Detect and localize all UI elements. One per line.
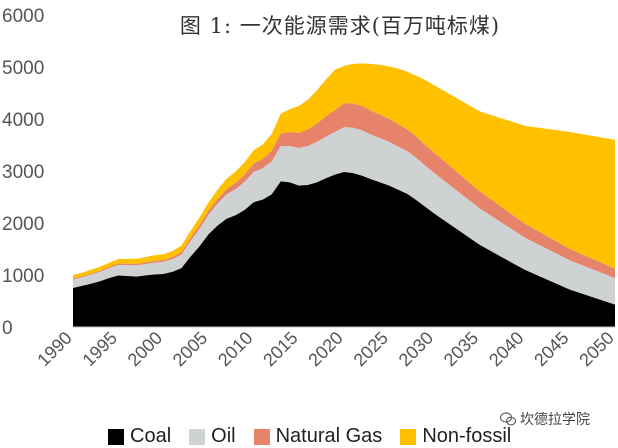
x-tick-label: 1995 <box>79 328 121 370</box>
x-tick-label: 2005 <box>169 328 211 370</box>
x-tick-label: 2010 <box>214 328 256 370</box>
legend-label-natural-gas: Natural Gas <box>275 425 383 447</box>
x-tick-label: 2035 <box>440 328 482 370</box>
legend-item-coal: Coal <box>108 425 171 448</box>
x-tick-label: 2030 <box>395 328 437 370</box>
area-oil <box>73 127 615 305</box>
legend-item-natural-gas: Natural Gas <box>253 425 383 448</box>
legend-item-non-fossil: Non-fossil <box>400 425 511 448</box>
area-coal <box>73 172 615 327</box>
x-tick-label: 2050 <box>575 328 617 370</box>
legend-label-coal: Coal <box>130 425 172 447</box>
x-tick-label: 2020 <box>304 328 346 370</box>
y-tick-label: 5000 <box>2 58 44 79</box>
wechat-icon <box>500 412 516 426</box>
legend-swatch-natural-gas <box>253 428 270 445</box>
y-tick-label: 2000 <box>2 214 44 235</box>
x-tick-label: 2045 <box>530 328 572 370</box>
legend-label-oil: Oil <box>211 425 236 447</box>
x-tick-label: 2040 <box>485 328 527 370</box>
y-tick-label: 1000 <box>2 266 44 287</box>
watermark-text: 坎德拉学院 <box>520 412 590 428</box>
x-tick-label: 1990 <box>33 328 75 370</box>
y-tick-label: 0 <box>2 318 13 339</box>
legend-item-oil: Oil <box>189 425 236 448</box>
y-tick-label: 3000 <box>2 162 44 183</box>
x-tick-label: 2025 <box>350 328 392 370</box>
y-tick-label: 4000 <box>2 110 44 131</box>
legend-label-non-fossil: Non-fossil <box>422 425 512 447</box>
legend-swatch-coal <box>108 428 124 445</box>
legend-swatch-non-fossil <box>400 428 417 445</box>
chart-title: 图 1: 一次能源需求(百万吨标煤) <box>179 14 501 38</box>
legend: Coal Oil Natural Gas Non-fossil <box>108 425 529 448</box>
y-tick-label: 6000 <box>2 6 44 27</box>
x-tick-label: 2000 <box>124 328 166 370</box>
watermark: 坎德拉学院 <box>500 409 590 429</box>
x-tick-label: 2015 <box>259 328 301 370</box>
legend-swatch-oil <box>189 428 206 445</box>
area-non-fossil <box>73 63 615 279</box>
